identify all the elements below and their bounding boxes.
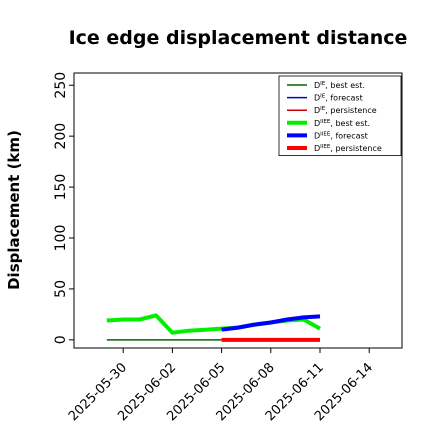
legend-label-de_forecast: DIE, forecast <box>314 94 363 103</box>
legend-box <box>278 75 402 156</box>
y-axis: 0 50 100 150 200 250 <box>53 72 74 344</box>
y-tick-label: 50 <box>53 280 69 298</box>
legend-label-de_best: DIE, best est. <box>314 81 365 90</box>
series-line-dii_forecast <box>221 314 321 332</box>
legend-label-dii_forecast: DIIEE, forecast <box>314 131 368 140</box>
legend-label-dii_persistence: DIIEE, persistence <box>314 144 382 153</box>
x-axis: 2025-05-302025-06-022025-06-052025-06-08… <box>66 348 376 424</box>
y-tick-label: 250 <box>53 72 69 99</box>
y-axis-label: Displacement (km) <box>5 130 23 290</box>
legend-label-dii_best: DIIEE, best est. <box>314 119 370 128</box>
legend: DIE, best est. DIE, forecast DIE, persiste… <box>278 75 402 156</box>
legend-label-de_persistence: DIE, persistence <box>314 106 377 115</box>
y-tick-label: 100 <box>53 225 69 252</box>
chart-title: Ice edge displacement distance <box>69 27 408 49</box>
plot-area <box>106 313 321 342</box>
y-tick-label: 150 <box>53 174 69 201</box>
axes-frame <box>73 72 403 349</box>
y-tick-label: 200 <box>53 123 69 150</box>
y-tick-label: 0 <box>53 335 69 344</box>
